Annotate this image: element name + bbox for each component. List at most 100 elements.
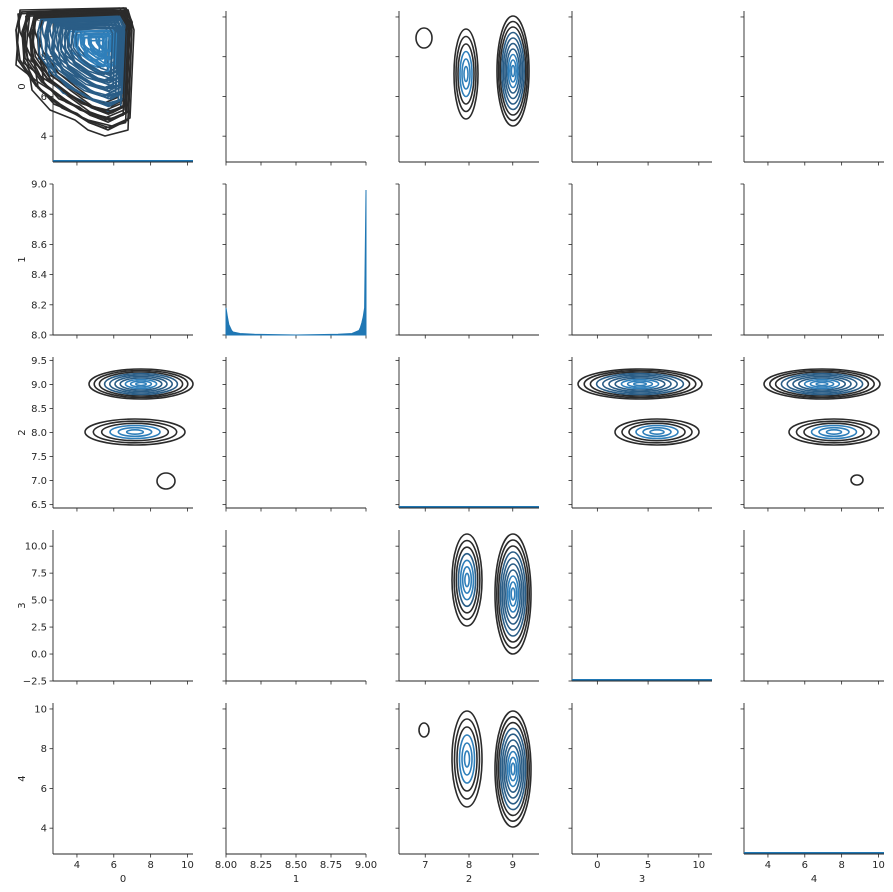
panel-r0-c4 xyxy=(740,11,884,166)
kde-contour xyxy=(774,371,870,397)
kde-contour xyxy=(22,10,130,122)
kde-contour xyxy=(88,35,105,53)
kde-contour xyxy=(44,18,122,99)
x-tick-label: 10 xyxy=(692,860,705,871)
kde-contour xyxy=(825,429,843,435)
kde-contour xyxy=(786,374,858,394)
kde-contour xyxy=(504,569,521,619)
kde-contour xyxy=(463,750,471,768)
kde-contour xyxy=(635,424,679,440)
y-tick-label: 5.0 xyxy=(31,596,47,607)
kde-contour xyxy=(510,587,516,601)
x-tick-label: 8 xyxy=(838,860,844,871)
kde-contour xyxy=(455,35,477,113)
kde-contour xyxy=(614,377,666,391)
kde-contour xyxy=(632,381,647,387)
kde-contour xyxy=(51,21,119,91)
kde-r2-c4 xyxy=(763,368,881,486)
kde-contour xyxy=(614,418,700,446)
kde-contour xyxy=(499,551,527,637)
kde-contour xyxy=(608,375,672,393)
kde-contour xyxy=(818,426,850,438)
kde-contour xyxy=(499,727,527,811)
kde-contour xyxy=(506,575,520,613)
kde-contour xyxy=(37,15,125,106)
kde-contour xyxy=(415,27,433,49)
kde-contour xyxy=(124,378,158,390)
panel-r1-c1 xyxy=(222,183,367,339)
kde-contour xyxy=(461,58,471,90)
kde-contour xyxy=(15,7,133,129)
kde-contour xyxy=(792,375,852,393)
panel-r2-c0: 6.5 7.0 7.5 8.0 8.5 9.0 9.5 xyxy=(31,356,193,512)
kde-contour xyxy=(504,42,522,100)
kde-contour xyxy=(803,422,865,442)
x-tick-label: 5 xyxy=(645,860,651,871)
y-axis-title-2: 2 xyxy=(17,429,28,435)
x-tick-label: 8 xyxy=(466,860,472,871)
kde-contour xyxy=(768,369,875,399)
panels: 468108.08.28.48.68.89.06.57.07.58.08.59.… xyxy=(15,7,885,885)
y-tick-label: 10.0 xyxy=(25,542,47,553)
kde-contour xyxy=(495,715,530,822)
kde-contour xyxy=(100,422,170,442)
kde-contour xyxy=(780,372,864,396)
y-tick-label: 8 xyxy=(41,744,47,755)
kde-contour xyxy=(73,29,111,68)
x-tick-label: 10 xyxy=(181,860,194,871)
kde-contour xyxy=(103,372,179,396)
kde-contour xyxy=(114,375,168,393)
diag-hist-1 xyxy=(225,189,367,336)
x-tick-label: 4 xyxy=(765,860,771,871)
panel-r1-c4 xyxy=(740,183,884,339)
kde-r4-c3 xyxy=(15,7,133,129)
kde-contour xyxy=(815,381,829,387)
kde-contour xyxy=(510,762,516,776)
kde-contour xyxy=(156,472,176,490)
kde-contour xyxy=(809,380,835,388)
kde-contour xyxy=(80,32,108,60)
x-tick-label: 4 xyxy=(74,860,80,871)
kde-r4-c2 xyxy=(418,710,532,828)
panel-r3-c4 xyxy=(740,530,884,685)
y-tick-label: 2.5 xyxy=(31,623,47,634)
y-tick-label: 8.0 xyxy=(31,331,47,342)
y-tick-label: 9.5 xyxy=(31,356,47,367)
panel-r1-c0: 8.0 8.2 8.4 8.6 8.8 9.0 xyxy=(31,180,193,342)
kde-contour xyxy=(497,20,529,122)
panel-r3-c2 xyxy=(395,530,539,685)
panel-r2-c3 xyxy=(568,357,712,512)
kde-contour xyxy=(810,424,858,440)
panel-r3-c1 xyxy=(222,530,367,685)
kde-contour xyxy=(135,381,148,387)
y-tick-label: 7.0 xyxy=(31,476,47,487)
y-axis-title-1: 1 xyxy=(17,256,28,262)
kde-contour xyxy=(497,545,529,643)
kde-contour xyxy=(589,371,691,397)
x-tick-label: 6 xyxy=(802,860,808,871)
panel-r0-c3 xyxy=(568,11,712,166)
kde-contour xyxy=(461,566,473,594)
kde-contour xyxy=(451,710,483,808)
kde-contour xyxy=(458,734,476,784)
y-axis-title-3: 3 xyxy=(17,602,28,608)
kde-contour xyxy=(497,721,529,817)
kde-contour xyxy=(455,546,479,614)
kde-contour xyxy=(119,377,163,391)
kde-contour xyxy=(507,53,519,89)
kde-contour xyxy=(850,474,864,486)
kde-contour xyxy=(577,368,703,400)
kde-contour xyxy=(456,726,478,792)
y-tick-label: 8.5 xyxy=(31,404,47,415)
kde-contour xyxy=(29,12,128,114)
y-tick-label: 8.0 xyxy=(31,428,47,439)
kde-contour xyxy=(129,380,153,388)
y-tick-label: 0.0 xyxy=(31,650,47,661)
kde-contour xyxy=(92,420,178,444)
y-tick-label: 4 xyxy=(41,132,47,143)
panel-r4-c1: 8.00 8.25 8.50 8.75 9.00 xyxy=(215,703,377,871)
kde-contour xyxy=(98,371,184,397)
x-tick-label: 9 xyxy=(510,860,516,871)
y-tick-label: 9.0 xyxy=(31,180,47,191)
panel-r2-c4 xyxy=(740,357,884,512)
